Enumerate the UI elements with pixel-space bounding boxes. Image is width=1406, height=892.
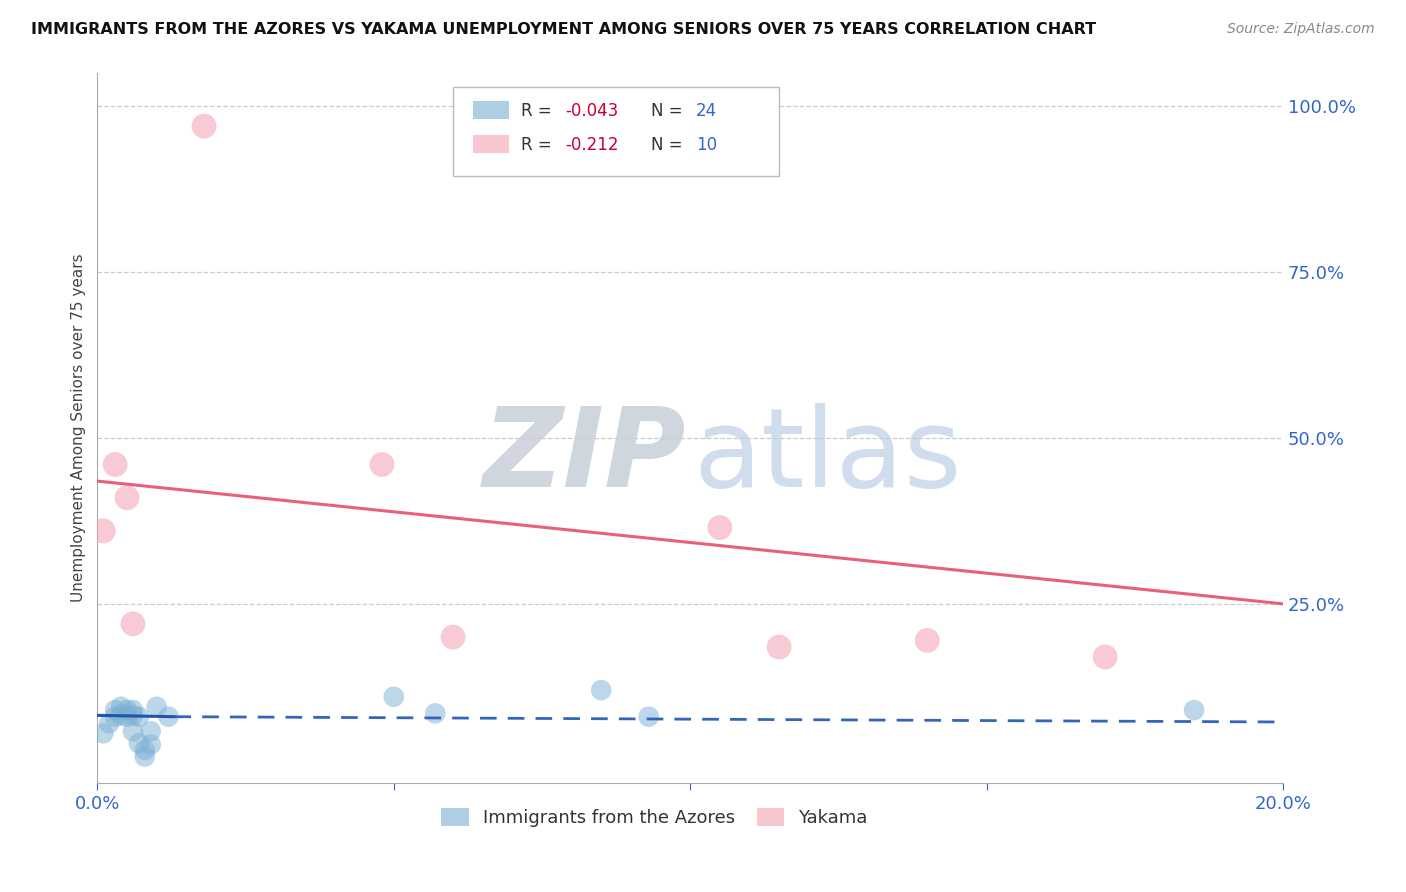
Text: N =: N = [651, 136, 688, 153]
Text: -0.043: -0.043 [565, 102, 619, 120]
Point [115, 709, 138, 723]
Text: 10: 10 [696, 136, 717, 153]
Point [91, 524, 114, 538]
Point [134, 743, 156, 757]
Point [917, 633, 939, 648]
Point [115, 703, 138, 717]
Point [122, 708, 145, 723]
FancyBboxPatch shape [453, 87, 779, 176]
Text: R =: R = [520, 136, 557, 153]
Point [768, 640, 790, 654]
Text: atlas: atlas [693, 403, 962, 510]
Point [98, 716, 121, 731]
Point [425, 706, 447, 721]
Point [122, 616, 145, 631]
Point [91, 726, 114, 740]
Text: IMMIGRANTS FROM THE AZORES VS YAKAMA UNEMPLOYMENT AMONG SENIORS OVER 75 YEARS CO: IMMIGRANTS FROM THE AZORES VS YAKAMA UNE… [31, 22, 1097, 37]
Text: Source: ZipAtlas.com: Source: ZipAtlas.com [1227, 22, 1375, 37]
Point [591, 683, 613, 698]
Point [157, 709, 180, 723]
FancyBboxPatch shape [474, 102, 509, 120]
Point [115, 491, 138, 505]
Point [441, 630, 464, 644]
Text: 24: 24 [696, 102, 717, 120]
Point [371, 458, 394, 472]
FancyBboxPatch shape [474, 136, 509, 153]
Point [110, 699, 132, 714]
Text: -0.212: -0.212 [565, 136, 619, 153]
Point [139, 738, 162, 752]
Point [709, 520, 731, 534]
Point [1182, 703, 1205, 717]
Point [637, 709, 659, 723]
Y-axis label: Unemployment Among Seniors over 75 years: Unemployment Among Seniors over 75 years [72, 253, 86, 602]
Point [1094, 650, 1116, 665]
Point [104, 703, 127, 717]
Point [110, 708, 132, 723]
Point [128, 709, 150, 723]
Point [128, 736, 150, 750]
Point [104, 458, 127, 472]
Text: ZIP: ZIP [484, 403, 686, 510]
Point [122, 703, 145, 717]
Point [145, 699, 167, 714]
Text: N =: N = [651, 102, 688, 120]
Text: R =: R = [520, 102, 557, 120]
Point [193, 119, 215, 133]
Legend: Immigrants from the Azores, Yakama: Immigrants from the Azores, Yakama [434, 801, 875, 834]
Point [382, 690, 405, 704]
Point [104, 709, 127, 723]
Point [134, 749, 156, 764]
Point [139, 724, 162, 739]
Point [122, 724, 145, 739]
